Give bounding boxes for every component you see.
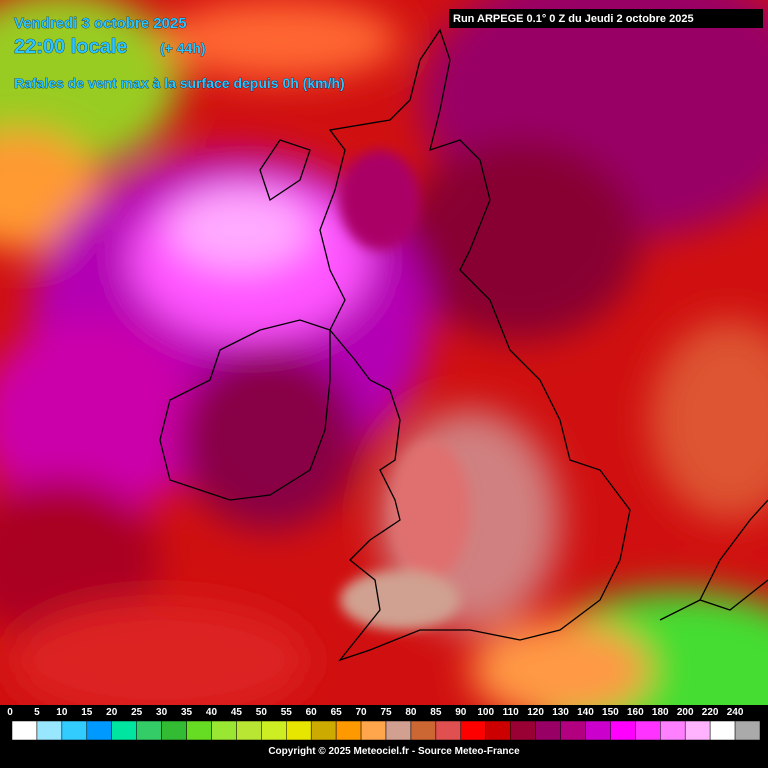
- legend-swatch: [335, 720, 362, 741]
- legend-swatch: [435, 720, 462, 741]
- legend-label: 30: [156, 707, 168, 718]
- copyright: Copyright © 2025 Meteociel.fr - Source M…: [268, 746, 520, 757]
- legend-label: 220: [702, 707, 719, 718]
- legend-label: 60: [306, 707, 318, 718]
- legend-swatch: [61, 720, 88, 741]
- legend-swatch: [86, 720, 112, 741]
- legend-swatch: [211, 720, 237, 741]
- legend-swatch: [684, 720, 711, 741]
- legend-swatch: [186, 720, 212, 741]
- run-box: [449, 9, 763, 28]
- legend-swatch: [585, 720, 611, 741]
- legend-swatch: [709, 720, 736, 741]
- legend-swatch: [560, 720, 586, 741]
- legend-label: 55: [281, 707, 293, 718]
- legend-label: 0: [7, 707, 13, 718]
- legend-swatch: [660, 720, 686, 741]
- legend-label: 85: [430, 707, 442, 718]
- legend-label: 40: [206, 707, 218, 718]
- legend-label: 80: [405, 707, 417, 718]
- legend-swatch: [36, 720, 63, 741]
- legend-label: 240: [727, 707, 744, 718]
- legend-label: 15: [81, 707, 93, 718]
- legend-label: 20: [106, 707, 118, 718]
- legend-label: 100: [477, 707, 494, 718]
- legend-swatch: [11, 720, 38, 741]
- legend-swatch: [236, 720, 262, 741]
- legend-swatch: [410, 720, 437, 741]
- legend: 0 5 10 15 20 25 30 35 40 45 50 55 60 65 70 75 80 85 90 100 1…: [6, 706, 761, 741]
- legend-label: 75: [380, 707, 392, 718]
- legend-label: 200: [677, 707, 694, 718]
- legend-label: 25: [131, 707, 143, 718]
- legend-label: 110: [503, 707, 520, 718]
- legend-swatch: [161, 720, 187, 741]
- legend-swatch: [610, 720, 636, 741]
- legend-label: 35: [181, 707, 193, 718]
- time: 22:00 locale: [14, 36, 127, 58]
- legend-swatch: [261, 720, 287, 741]
- legend-swatch: [111, 720, 137, 741]
- legend-label: 70: [356, 707, 368, 718]
- legend-label: 160: [627, 707, 644, 718]
- legend-swatch: [460, 720, 486, 741]
- legend-label: 5: [34, 707, 40, 718]
- legend-swatch: [385, 720, 412, 741]
- legend-swatch: [635, 720, 661, 741]
- parameter: Rafales de vent max à la surface depuis …: [14, 75, 345, 91]
- legend-swatch: [360, 720, 387, 741]
- legend-label: 45: [231, 707, 243, 718]
- lead-time: (+ 44h): [160, 40, 206, 56]
- legend-label: 50: [256, 707, 268, 718]
- legend-label: 65: [331, 707, 343, 718]
- legend-label: 130: [552, 707, 569, 718]
- legend-swatch: [310, 720, 337, 741]
- legend-swatch: [510, 720, 536, 741]
- legend-label: 10: [56, 707, 68, 718]
- legend-swatch: [734, 720, 761, 741]
- run-info: Run ARPEGE 0.1° 0 Z du Jeudi 2 octobre 2…: [453, 13, 694, 25]
- legend-label: 90: [455, 707, 467, 718]
- legend-swatch: [286, 720, 312, 741]
- legend-label: 140: [577, 707, 594, 718]
- legend-swatch: [535, 720, 561, 741]
- coastlines: [159, 28, 768, 662]
- legend-swatch: [136, 720, 162, 741]
- legend-label: 120: [527, 707, 544, 718]
- legend-label: 180: [652, 707, 669, 718]
- legend-label: 150: [602, 707, 619, 718]
- date: Vendredi 3 octobre 2025: [14, 15, 187, 32]
- legend-swatch: [485, 720, 511, 741]
